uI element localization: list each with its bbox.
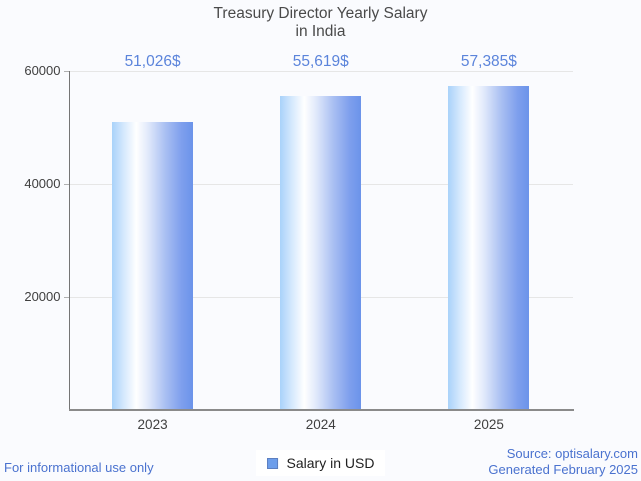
x-tick-label-2023: 2023 <box>137 417 168 432</box>
x-tick-label-2025: 2025 <box>473 417 504 432</box>
y-tick-60000 <box>63 71 69 72</box>
y-tick-label-20000: 20000 <box>24 289 61 304</box>
bar-value-label-2023: 51,026$ <box>124 53 181 70</box>
y-tick-label-60000: 60000 <box>24 63 61 78</box>
bar-value-label-2025: 57,385$ <box>460 53 517 70</box>
chart-title: Treasury Director Yearly Salary in India <box>0 5 641 41</box>
footer-source: Source: optisalary.com Generated Februar… <box>488 446 638 478</box>
y-tick-40000 <box>63 184 69 185</box>
y-tick-label-40000: 40000 <box>24 176 61 191</box>
legend-marker-icon <box>266 457 278 469</box>
x-tick-label-2024: 2024 <box>305 417 336 432</box>
legend-label: Salary in USD <box>286 455 375 471</box>
legend: Salary in USD <box>255 450 386 476</box>
chart-title-line2: in India <box>295 23 346 40</box>
footer-source-line: Source: optisalary.com <box>506 446 638 461</box>
footer-disclaimer: For informational use only <box>4 460 154 475</box>
chart-title-line1: Treasury Director Yearly Salary <box>213 5 428 22</box>
bar-2023[interactable] <box>112 121 194 409</box>
bar-2025[interactable] <box>448 85 530 409</box>
footer-generated-line: Generated February 2025 <box>488 462 638 477</box>
y-tick-20000 <box>63 297 69 298</box>
gridline-60000 <box>69 71 573 72</box>
x-axis-line <box>68 409 574 411</box>
y-axis-line <box>68 71 70 410</box>
bar-value-label-2024: 55,619$ <box>292 53 349 70</box>
bar-2024[interactable] <box>280 95 362 409</box>
